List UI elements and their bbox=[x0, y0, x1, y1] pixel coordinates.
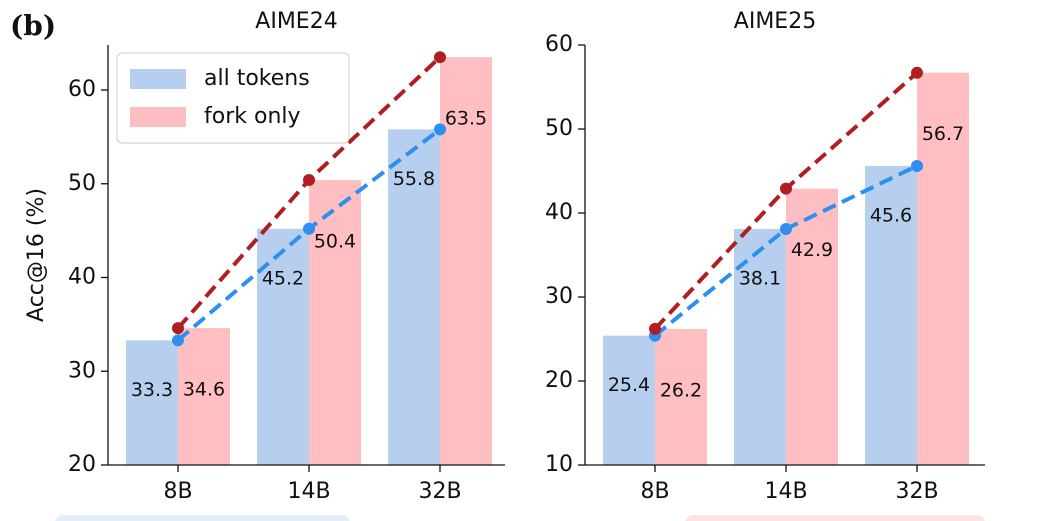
value-label: 55.8 bbox=[393, 168, 435, 190]
y-tick-label: 40 bbox=[68, 265, 96, 290]
value-label: 34.6 bbox=[183, 379, 225, 401]
line-point bbox=[303, 174, 315, 186]
value-label: 25.4 bbox=[608, 374, 650, 396]
value-label: 42.9 bbox=[791, 239, 833, 261]
bar bbox=[388, 129, 440, 465]
y-tick-label: 30 bbox=[545, 284, 573, 309]
y-tick-label: 20 bbox=[545, 368, 573, 393]
y-tick-label: 50 bbox=[545, 116, 573, 141]
x-tick-label: 32B bbox=[418, 479, 461, 504]
bar bbox=[734, 228, 786, 465]
legend-label: all tokens bbox=[204, 66, 310, 91]
y-tick-label: 60 bbox=[545, 32, 573, 57]
bar bbox=[309, 180, 361, 465]
line-point bbox=[911, 66, 923, 79]
line-point bbox=[780, 222, 792, 235]
line-point bbox=[911, 159, 923, 172]
x-tick-label: 14B bbox=[287, 479, 330, 504]
y-tick-label: 50 bbox=[68, 171, 96, 196]
chart-title: AIME24 bbox=[255, 9, 337, 34]
bar bbox=[917, 72, 969, 465]
bar bbox=[865, 165, 917, 465]
bar bbox=[603, 335, 655, 465]
panel-label: (b) bbox=[10, 10, 56, 43]
legend-label: fork only bbox=[204, 104, 301, 129]
legend-swatch bbox=[130, 107, 186, 127]
decor bbox=[685, 515, 985, 521]
x-tick-label: 8B bbox=[640, 479, 669, 504]
chart-title: AIME25 bbox=[734, 9, 816, 34]
y-tick-label: 20 bbox=[68, 452, 96, 477]
decor bbox=[55, 515, 350, 521]
bar bbox=[126, 340, 178, 465]
y-tick-label: 30 bbox=[68, 358, 96, 383]
value-label: 63.5 bbox=[445, 108, 487, 130]
line-point bbox=[434, 51, 446, 64]
value-label: 45.6 bbox=[870, 204, 912, 226]
bar bbox=[178, 328, 230, 465]
y-axis-label: Acc@16 (%) bbox=[24, 188, 49, 322]
value-label: 56.7 bbox=[922, 123, 964, 145]
line-point bbox=[434, 123, 446, 136]
x-tick-label: 8B bbox=[163, 479, 192, 504]
y-tick-label: 60 bbox=[68, 77, 96, 102]
line-point bbox=[649, 322, 661, 335]
x-tick-label: 14B bbox=[764, 479, 807, 504]
value-label: 26.2 bbox=[660, 379, 702, 401]
line-point bbox=[172, 322, 184, 335]
y-tick-label: 40 bbox=[545, 200, 573, 225]
line-point bbox=[780, 182, 792, 195]
value-label: 33.3 bbox=[131, 379, 173, 401]
legend-swatch bbox=[130, 69, 186, 89]
bar bbox=[440, 57, 492, 465]
bar bbox=[786, 188, 838, 465]
value-label: 45.2 bbox=[262, 267, 304, 289]
value-label: 38.1 bbox=[739, 267, 781, 289]
line-point bbox=[303, 222, 315, 235]
value-label: 50.4 bbox=[314, 231, 356, 253]
x-tick-label: 32B bbox=[895, 479, 938, 504]
line-point bbox=[172, 334, 184, 347]
bar bbox=[655, 328, 707, 465]
y-tick-label: 10 bbox=[545, 452, 573, 477]
